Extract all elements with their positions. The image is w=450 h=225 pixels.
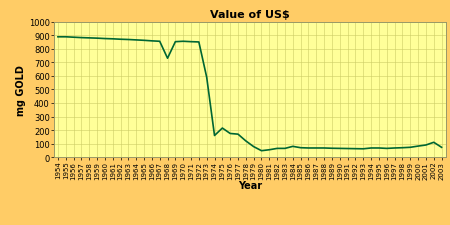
X-axis label: Year: Year [238, 180, 262, 190]
Title: Value of US$: Value of US$ [210, 10, 290, 20]
Y-axis label: mg GOLD: mg GOLD [16, 65, 26, 115]
